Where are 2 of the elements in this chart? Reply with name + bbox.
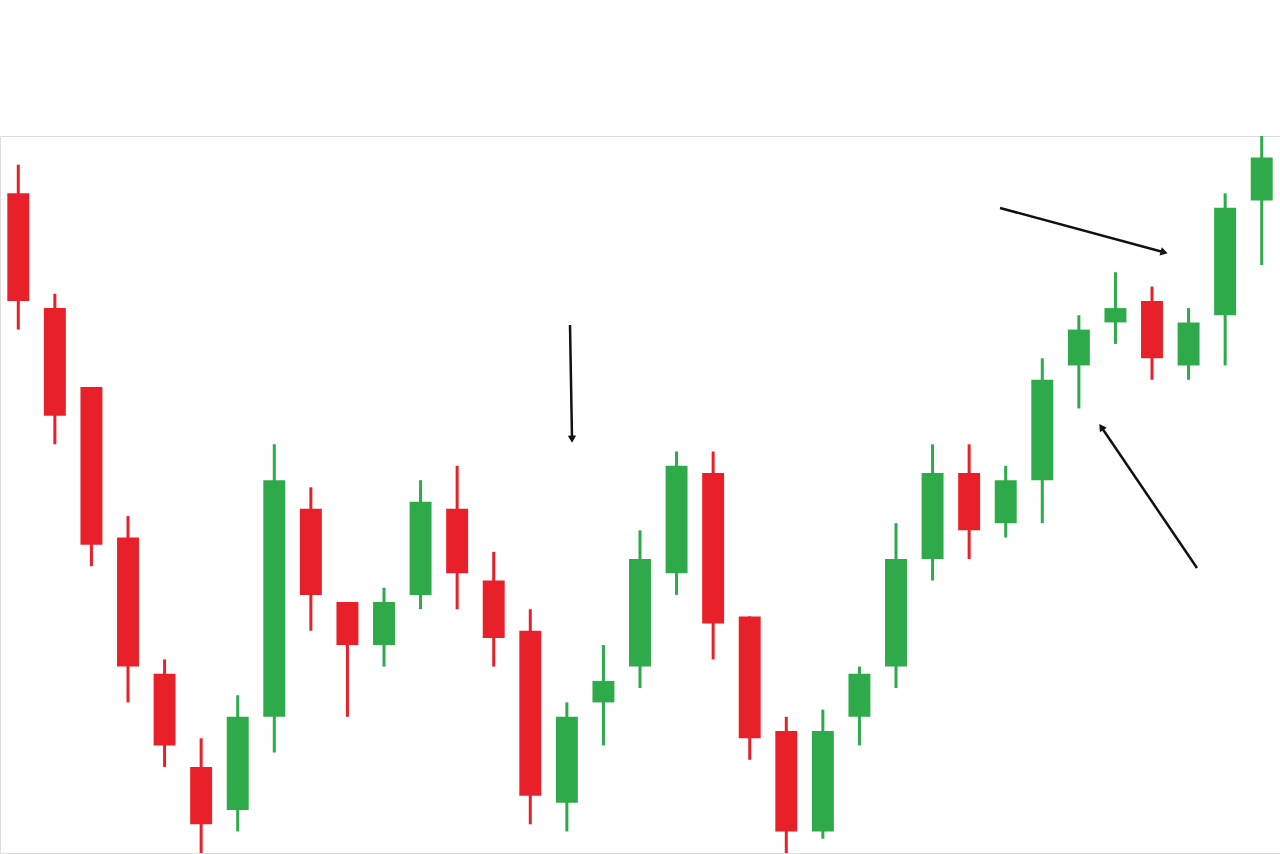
candlestick (592, 645, 615, 746)
candlestick (1104, 272, 1127, 344)
